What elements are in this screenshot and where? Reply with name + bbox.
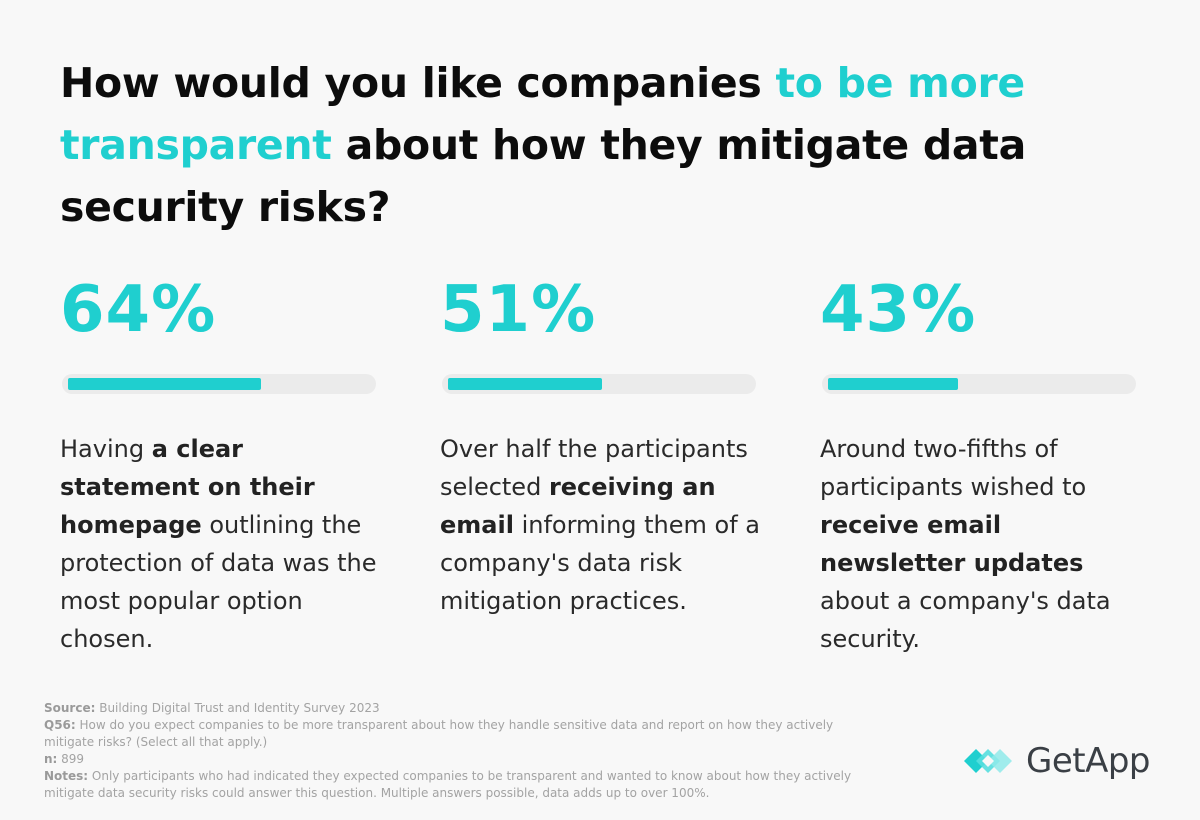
stat-percentage-1: 64% bbox=[60, 273, 217, 347]
title-part-2: about how they mitigate data security ri… bbox=[60, 121, 1026, 231]
sample-size-text: 899 bbox=[57, 752, 85, 766]
desc-text-2b: informing them of a company's data risk … bbox=[440, 511, 761, 615]
progress-track-2 bbox=[442, 374, 756, 394]
getapp-diamond-icon bbox=[964, 749, 1012, 773]
stat-percentage-2: 51% bbox=[440, 273, 597, 347]
progress-fill-1 bbox=[68, 378, 261, 390]
progress-fill-2 bbox=[448, 378, 602, 390]
stat-description-3: Around two-fifths of participants wished… bbox=[820, 430, 1150, 658]
notes-line: Notes: Only participants who had indicat… bbox=[44, 768, 864, 802]
progress-track-1 bbox=[62, 374, 376, 394]
desc-text-3a: Around two-fifths of participants wished… bbox=[820, 435, 1087, 501]
title-highlight: to be more transparent bbox=[60, 59, 1025, 169]
chart-title: How would you like companies to be more … bbox=[60, 52, 1150, 238]
source-label: Source: bbox=[44, 701, 96, 715]
desc-bold-2: receiving an email bbox=[440, 473, 716, 539]
stat-percentage-3: 43% bbox=[820, 273, 977, 347]
notes-text: Only participants who had indicated they… bbox=[44, 769, 852, 800]
question-label: Q56: bbox=[44, 718, 76, 732]
notes-label: Notes: bbox=[44, 769, 89, 783]
getapp-logo: GetApp bbox=[962, 738, 1151, 784]
desc-bold-3: receive email newsletter updates bbox=[820, 511, 1084, 577]
sample-size-line: n: 899 bbox=[44, 751, 864, 768]
title-part-1: How would you like companies bbox=[60, 59, 776, 107]
progress-fill-3 bbox=[828, 378, 958, 390]
question-text: How do you expect companies to be more t… bbox=[44, 718, 834, 749]
stat-description-2: Over half the participants selected rece… bbox=[440, 430, 770, 620]
desc-text-2a: Over half the participants selected bbox=[440, 435, 748, 501]
source-line: Source: Building Digital Trust and Ident… bbox=[44, 700, 864, 717]
desc-text-1a: Having bbox=[60, 435, 152, 463]
stat-card-2: 51% Over half the participants selected … bbox=[440, 270, 770, 615]
progress-track-3 bbox=[822, 374, 1136, 394]
getapp-wordmark: GetApp bbox=[1026, 741, 1151, 781]
question-line: Q56: How do you expect companies to be m… bbox=[44, 717, 864, 751]
desc-text-3b: about a company's data security. bbox=[820, 587, 1111, 653]
sample-size-label: n: bbox=[44, 752, 58, 766]
source-text: Building Digital Trust and Identity Surv… bbox=[95, 701, 380, 715]
desc-bold-1: a clear statement on their homepage bbox=[60, 435, 315, 539]
desc-text-1b: outlining the protection of data was the… bbox=[60, 511, 377, 653]
footnotes: Source: Building Digital Trust and Ident… bbox=[44, 700, 864, 802]
stat-card-3: 43% Around two-fifths of participants wi… bbox=[820, 270, 1150, 653]
stat-card-1: 64% Having a clear statement on their ho… bbox=[60, 270, 390, 653]
stat-description-1: Having a clear statement on their homepa… bbox=[60, 430, 390, 658]
